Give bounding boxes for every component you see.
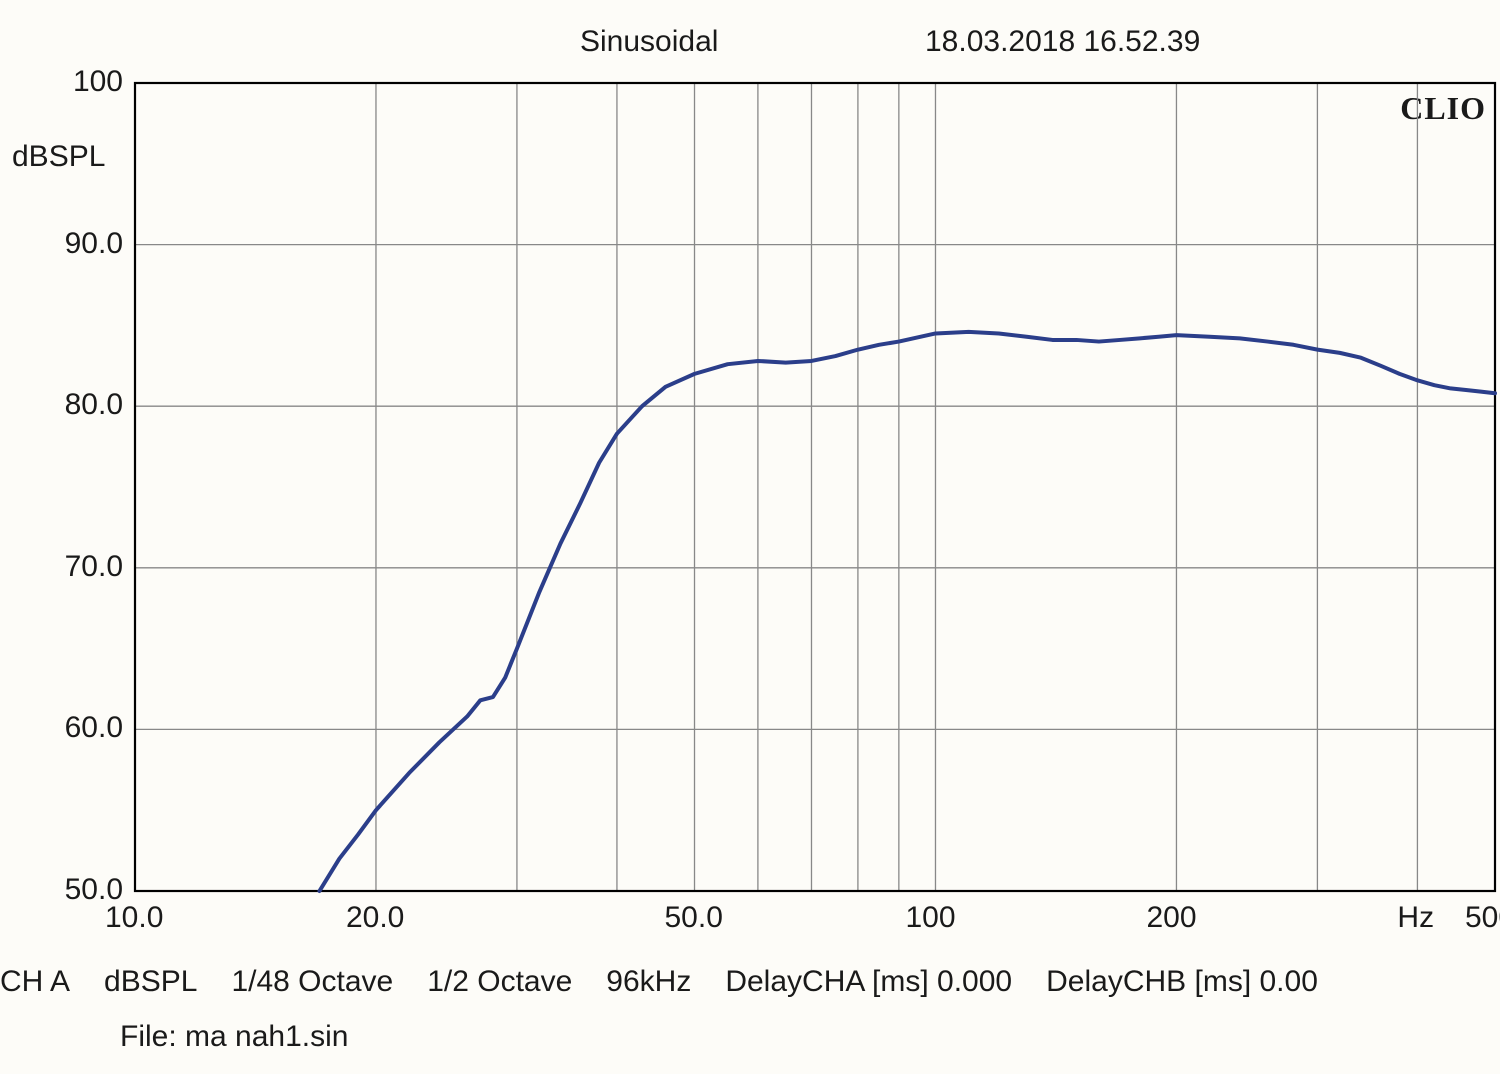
footer-segment: 1/2 Octave	[427, 965, 572, 998]
y-tick: 70.0	[65, 550, 123, 584]
footer-segment: 1/48 Octave	[231, 965, 393, 998]
x-tick: 50.0	[665, 901, 723, 935]
footer-file: File: ma nah1.sin	[120, 1020, 348, 1054]
footer-segment: dBSPL	[104, 965, 197, 998]
y-tick: 100	[73, 65, 123, 99]
footer-segment: DelayCHA [ms] 0.000	[725, 965, 1012, 998]
x-tick: 10.0	[105, 901, 163, 935]
x-tick: 20.0	[346, 901, 404, 935]
y-tick: 90.0	[65, 227, 123, 261]
chart-container: { "header": { "title": "Sinusoidal", "ti…	[0, 0, 1500, 1074]
footer-segment: DelayCHB [ms] 0.00	[1046, 965, 1318, 998]
x-tick: 200	[1146, 901, 1196, 935]
x-tick: 500	[1465, 901, 1500, 935]
footer-segment: 96kHz	[606, 965, 691, 998]
frequency-response-plot	[0, 0, 1500, 1074]
x-axis-unit: Hz	[1397, 901, 1434, 935]
y-tick: 60.0	[65, 711, 123, 745]
x-tick: 100	[905, 901, 955, 935]
footer-segment: CH A	[0, 965, 70, 998]
footer-settings: CH A dBSPL 1/48 Octave 1/2 Octave 96kHz Delay…	[0, 965, 1352, 999]
y-tick: 80.0	[65, 388, 123, 422]
